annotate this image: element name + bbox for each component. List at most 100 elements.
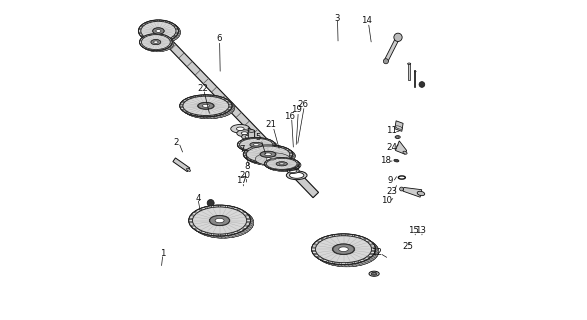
Polygon shape [328, 261, 333, 263]
Polygon shape [345, 265, 349, 267]
Polygon shape [284, 147, 289, 150]
Text: 25: 25 [402, 242, 413, 251]
Polygon shape [354, 235, 360, 237]
Polygon shape [271, 141, 275, 143]
Polygon shape [299, 164, 301, 166]
Polygon shape [183, 111, 188, 114]
Polygon shape [153, 51, 157, 52]
Polygon shape [272, 147, 276, 150]
Polygon shape [360, 236, 367, 239]
Polygon shape [265, 147, 269, 148]
Polygon shape [150, 50, 154, 52]
Polygon shape [375, 251, 379, 255]
Polygon shape [242, 139, 246, 141]
Polygon shape [161, 35, 166, 37]
Ellipse shape [250, 142, 262, 147]
Text: 1: 1 [160, 250, 166, 259]
Ellipse shape [141, 21, 176, 41]
Polygon shape [363, 239, 369, 242]
Ellipse shape [276, 162, 287, 166]
Polygon shape [245, 223, 250, 226]
Ellipse shape [193, 207, 247, 234]
Ellipse shape [373, 273, 375, 274]
Polygon shape [252, 139, 257, 140]
Polygon shape [265, 164, 271, 165]
Polygon shape [193, 225, 197, 228]
Polygon shape [347, 264, 354, 267]
Polygon shape [227, 111, 231, 114]
Polygon shape [313, 254, 319, 257]
Polygon shape [248, 224, 253, 228]
Ellipse shape [153, 28, 164, 34]
Polygon shape [272, 158, 277, 160]
Polygon shape [202, 233, 208, 236]
Polygon shape [224, 98, 230, 101]
Polygon shape [261, 145, 267, 147]
Polygon shape [161, 42, 166, 43]
Polygon shape [290, 158, 292, 160]
Ellipse shape [396, 136, 399, 138]
Polygon shape [224, 236, 229, 238]
Polygon shape [141, 37, 144, 40]
Ellipse shape [140, 21, 180, 43]
Polygon shape [370, 244, 375, 247]
Polygon shape [212, 97, 218, 99]
Polygon shape [172, 40, 174, 43]
Polygon shape [194, 228, 200, 231]
Ellipse shape [203, 104, 210, 107]
Polygon shape [245, 216, 250, 219]
Polygon shape [363, 237, 369, 241]
Polygon shape [262, 151, 268, 153]
Polygon shape [221, 205, 226, 207]
Polygon shape [258, 163, 264, 165]
Polygon shape [155, 20, 160, 21]
Polygon shape [237, 145, 239, 147]
Polygon shape [340, 264, 347, 267]
Ellipse shape [154, 41, 158, 43]
Polygon shape [296, 166, 299, 169]
Polygon shape [257, 151, 262, 152]
Polygon shape [250, 221, 254, 224]
Polygon shape [192, 221, 196, 224]
Polygon shape [275, 170, 279, 171]
Polygon shape [252, 152, 257, 153]
Polygon shape [273, 144, 275, 146]
Polygon shape [231, 206, 237, 209]
Polygon shape [170, 39, 173, 41]
Polygon shape [151, 41, 157, 43]
Polygon shape [240, 148, 244, 149]
Polygon shape [292, 154, 295, 157]
Polygon shape [357, 237, 363, 240]
Polygon shape [142, 39, 145, 41]
Polygon shape [196, 95, 202, 98]
Polygon shape [245, 158, 250, 161]
Polygon shape [166, 36, 171, 39]
Polygon shape [293, 160, 298, 162]
Polygon shape [180, 103, 183, 106]
Polygon shape [252, 162, 258, 164]
Polygon shape [313, 242, 319, 244]
Polygon shape [317, 239, 323, 242]
Polygon shape [171, 38, 176, 41]
Ellipse shape [248, 130, 255, 132]
Polygon shape [288, 169, 294, 171]
Polygon shape [225, 100, 230, 102]
Text: 6: 6 [217, 34, 222, 43]
Polygon shape [230, 102, 234, 105]
Polygon shape [168, 39, 173, 42]
Polygon shape [174, 36, 178, 39]
Ellipse shape [151, 40, 161, 44]
Polygon shape [238, 146, 241, 148]
Polygon shape [371, 244, 377, 247]
Polygon shape [165, 48, 169, 50]
Polygon shape [199, 116, 205, 119]
Polygon shape [357, 236, 364, 238]
Polygon shape [156, 35, 160, 36]
Polygon shape [360, 261, 367, 264]
Polygon shape [297, 162, 301, 164]
Polygon shape [264, 164, 266, 166]
Polygon shape [171, 44, 174, 46]
Polygon shape [288, 158, 294, 160]
Polygon shape [197, 209, 203, 212]
Polygon shape [244, 139, 249, 140]
